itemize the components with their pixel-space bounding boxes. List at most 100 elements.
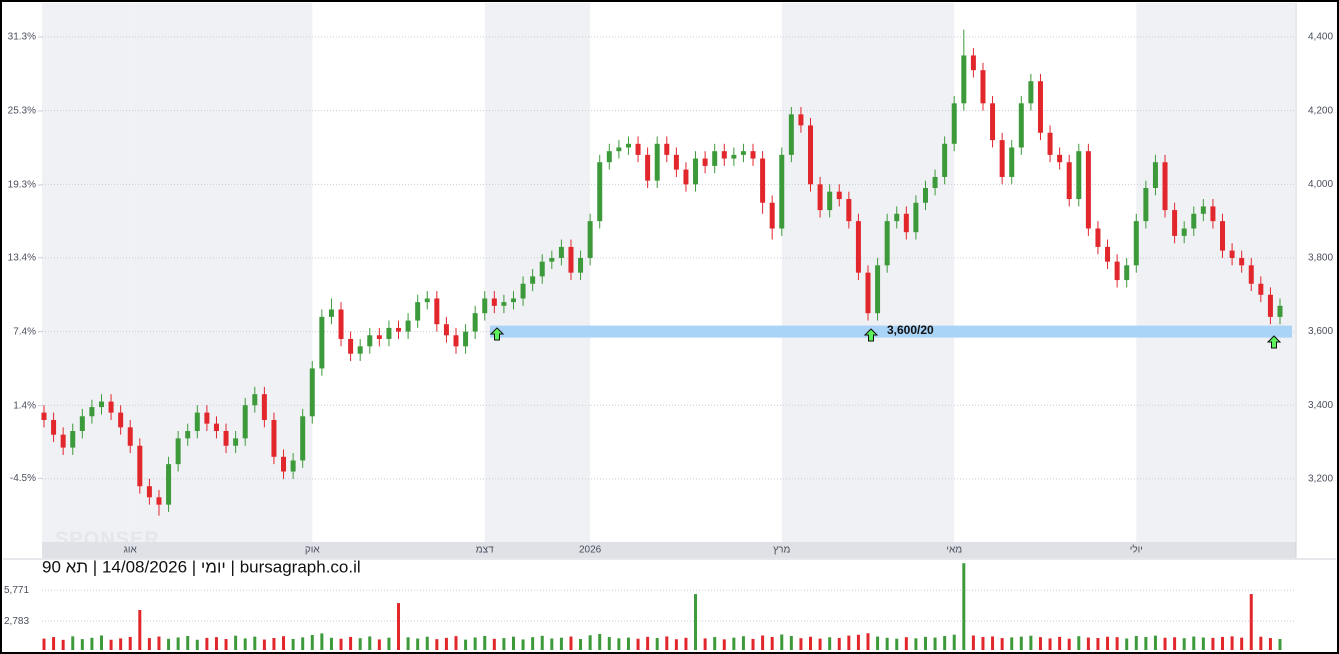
candle-body — [175, 438, 181, 465]
candle-body — [319, 316, 325, 369]
y2-tick-label: 1.4% — [13, 400, 36, 411]
candle-body — [1133, 221, 1139, 266]
volume-bar — [349, 636, 353, 650]
volume-bar — [492, 638, 496, 650]
candle-body — [1248, 265, 1254, 284]
volume-bar — [147, 638, 151, 650]
candle-body — [1191, 213, 1197, 229]
volume-bar — [761, 635, 765, 650]
volume-bar — [847, 635, 851, 650]
candle-body — [980, 70, 986, 104]
candle-body — [252, 394, 258, 406]
candle-body — [731, 154, 737, 159]
candle-body — [290, 460, 296, 472]
volume-bar — [195, 639, 199, 650]
volume-bar — [981, 636, 985, 650]
volume-bar — [559, 637, 563, 650]
volume-bar — [138, 610, 142, 650]
x-tick-label: דצמ — [476, 545, 494, 556]
candle-body — [1220, 221, 1226, 251]
candle-body — [1085, 151, 1091, 229]
candle-body — [1258, 283, 1264, 295]
volume-bar — [339, 638, 343, 650]
volume-bar — [358, 638, 362, 650]
candle-body — [300, 416, 306, 461]
candle-body — [903, 213, 909, 233]
volume-bar — [454, 636, 458, 650]
candle-body — [712, 151, 718, 166]
volume-bar — [1163, 637, 1167, 650]
volume-bar — [1010, 637, 1014, 650]
volume-bar — [713, 637, 717, 650]
candle-body — [683, 169, 689, 185]
volume-bar — [991, 636, 995, 650]
candle-body — [836, 191, 842, 200]
volume-bar — [234, 635, 238, 650]
candle-body — [788, 114, 794, 155]
volume-bar — [943, 636, 947, 650]
candle-body — [942, 143, 948, 177]
candle-body — [1172, 210, 1178, 236]
x-tick-label: 2026 — [579, 545, 602, 556]
volume-bar — [1058, 636, 1062, 650]
candle-body — [281, 456, 287, 472]
volume-bar — [780, 634, 784, 650]
candle-body — [242, 405, 248, 439]
candle-body — [827, 191, 833, 211]
volume-bar — [694, 594, 698, 650]
candle-body — [999, 140, 1005, 177]
volume-bar — [157, 636, 161, 650]
candle-body — [118, 412, 124, 428]
candle-body — [1229, 250, 1235, 258]
volume-bar — [789, 636, 793, 650]
volume-bar — [71, 636, 75, 650]
volume-bar — [1106, 636, 1110, 650]
volume-bar — [291, 638, 295, 650]
candle-body — [616, 147, 622, 152]
volume-bar — [511, 636, 515, 650]
month-shade — [1136, 3, 1295, 542]
volume-bar — [310, 634, 314, 650]
candle-body — [1009, 147, 1015, 177]
volume-bar — [703, 638, 707, 650]
candle-body — [367, 335, 373, 347]
candle-body — [817, 184, 823, 211]
candle-body — [1124, 265, 1130, 281]
volume-bar — [483, 635, 487, 650]
volume-bar — [876, 636, 880, 650]
y2-tick-label: 31.3% — [8, 32, 36, 43]
candle-body — [1076, 151, 1082, 200]
candle-body — [443, 324, 449, 336]
candle-body — [961, 55, 967, 104]
volume-bar — [809, 636, 813, 650]
volume-bar — [205, 637, 209, 650]
volume-bar — [1115, 637, 1119, 650]
volume-bar — [751, 638, 755, 650]
volume-bar — [1000, 638, 1004, 650]
volume-bar — [732, 637, 736, 650]
volume-bar — [90, 637, 94, 650]
candle-body — [108, 401, 114, 413]
candle-body — [261, 394, 267, 420]
volume-bar — [818, 638, 822, 650]
volume-bar — [895, 638, 899, 650]
volume-bar — [1192, 636, 1196, 650]
volume-bar — [741, 636, 745, 650]
candle-body — [463, 331, 469, 347]
candle-body — [970, 55, 976, 71]
candle-body — [1057, 154, 1063, 163]
volume-bar — [329, 637, 333, 650]
candle-body — [482, 298, 488, 314]
candle-body — [348, 338, 354, 354]
candle-body — [922, 187, 928, 203]
volume-tick-label: 2,783 — [4, 616, 29, 627]
volume-bar — [1144, 636, 1148, 650]
volume-bar — [1230, 636, 1234, 650]
candle-body — [79, 416, 85, 432]
candle-body — [587, 221, 593, 258]
candle-body — [1267, 294, 1273, 317]
x-tick-label: אוג — [124, 545, 138, 556]
candle-body — [472, 313, 478, 332]
month-shading — [42, 3, 1295, 542]
candle-body — [424, 298, 430, 303]
